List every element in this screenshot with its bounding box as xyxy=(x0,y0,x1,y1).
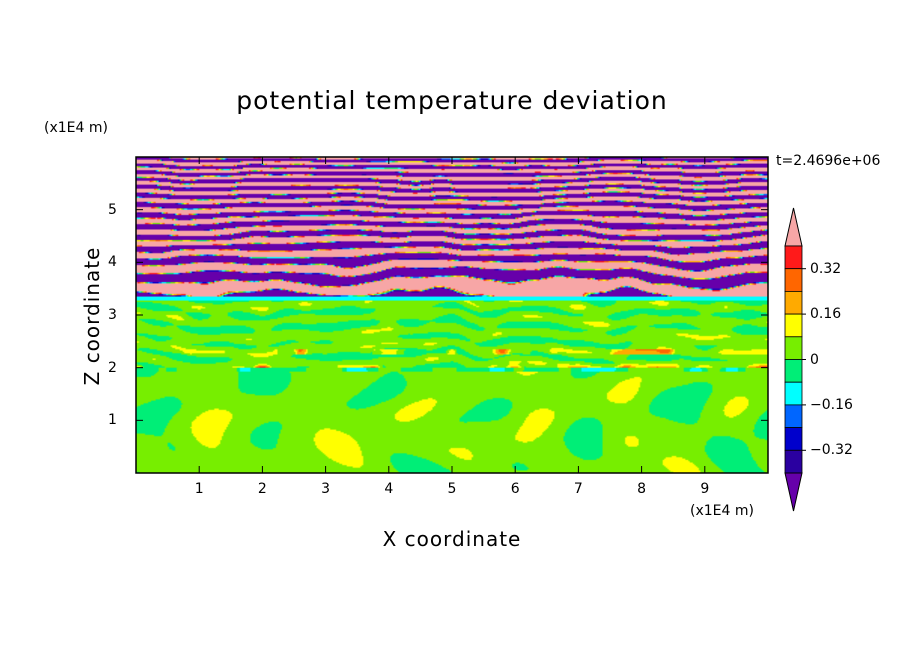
colorbar-tick-label: 0.32 xyxy=(810,260,842,277)
x-tick-label: 5 xyxy=(447,481,457,497)
colorbar-box xyxy=(784,245,803,270)
contour-field xyxy=(136,157,768,473)
colorbar-box xyxy=(784,404,803,428)
colorbar-tick-label: 0 xyxy=(810,351,819,368)
x-tick-label: 7 xyxy=(573,481,583,497)
colorbar xyxy=(784,207,806,512)
y-axis-label: Z coordinate xyxy=(80,246,104,386)
contour-raster xyxy=(136,157,768,473)
colorbar-box xyxy=(784,359,803,383)
axis-ticks xyxy=(136,157,768,473)
x-tick-label: 1 xyxy=(194,481,204,497)
x-tick-label: 6 xyxy=(510,481,520,497)
colorbar-box xyxy=(784,427,803,451)
chart-title: potential temperature deviation xyxy=(236,86,668,115)
colorbar-box xyxy=(784,449,803,474)
y-axis-units: (x1E4 m) xyxy=(44,120,108,136)
x-axis-label: X coordinate xyxy=(382,527,522,551)
colorbar-tick-label: 0.16 xyxy=(810,306,842,323)
colorbar-tick-label: −0.16 xyxy=(810,396,853,413)
y-tick-label: 5 xyxy=(108,201,117,218)
colorbar-max-extension xyxy=(784,207,803,247)
colorbar-min-extension xyxy=(784,472,803,512)
x-tick-label: 2 xyxy=(257,481,267,497)
y-tick-label: 3 xyxy=(108,307,117,323)
x-tick-label: 9 xyxy=(700,481,710,497)
x-axis-units: (x1E4 m) xyxy=(690,503,754,519)
x-tick-label: 8 xyxy=(637,481,647,497)
x-tick-label: 4 xyxy=(384,481,394,497)
colorbar-box xyxy=(784,336,803,360)
colorbar-box xyxy=(784,313,803,338)
y-tick-label: 4 xyxy=(108,254,117,271)
colorbar-box xyxy=(784,290,803,315)
x-tick-label: 3 xyxy=(321,481,331,497)
colorbar-tick-label: −0.32 xyxy=(810,442,853,459)
colorbar-box xyxy=(784,381,803,406)
y-tick-label: 2 xyxy=(108,359,117,376)
time-annotation: t=2.4696e+06 xyxy=(776,153,881,169)
colorbar-box xyxy=(784,268,803,292)
y-tick-label: 1 xyxy=(108,412,117,429)
